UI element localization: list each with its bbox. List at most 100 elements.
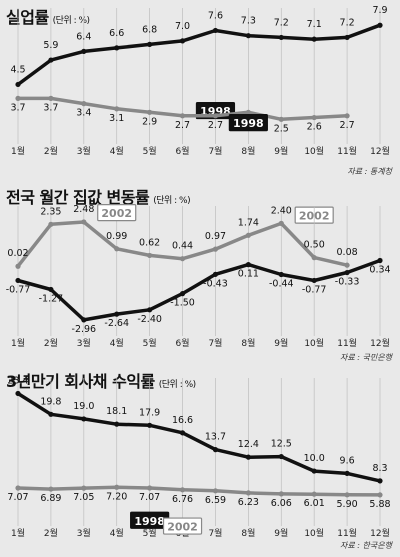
x-tick-label: 11월 xyxy=(337,337,357,349)
x-tick-label: 2월 xyxy=(44,145,58,157)
data-label-2002: 0.97 xyxy=(205,231,226,242)
data-point-1998 xyxy=(311,277,317,284)
x-tick-label: 3월 xyxy=(77,145,91,157)
data-label-2002: 6.59 xyxy=(205,495,226,506)
data-label-1998: 0.34 xyxy=(369,264,390,275)
data-label-1998: -0.77 xyxy=(6,284,31,295)
x-tick-label: 11월 xyxy=(337,527,357,539)
data-point-1998 xyxy=(344,34,350,41)
data-point-2002 xyxy=(147,252,153,259)
data-point-2002 xyxy=(344,492,350,498)
data-point-2002 xyxy=(81,485,87,491)
series-box-2002 xyxy=(97,204,137,222)
chart-title-text: 실업률 xyxy=(6,8,49,27)
data-point-2002 xyxy=(179,256,186,262)
data-point-1998 xyxy=(179,291,186,297)
data-point-1998 xyxy=(377,22,383,28)
data-point-1998 xyxy=(179,38,186,44)
x-tick-label: 4월 xyxy=(110,527,124,539)
bond-yield-line-chart: 1월2월3월4월5월6월7월8월9월10월11월12월23.419.819.01… xyxy=(7,375,390,539)
x-tick-label: 10월 xyxy=(304,527,324,539)
data-point-1998 xyxy=(15,81,21,88)
data-label-2002: 0.02 xyxy=(7,248,28,259)
bond-yield-chart-panel: 3년만기 회사채 수익률(단위 : %) 1월2월3월4월5월6월7월8월9월1… xyxy=(0,362,400,557)
data-label-1998: 0.11 xyxy=(238,269,259,280)
data-label-1998: 18.1 xyxy=(106,406,127,417)
chart-unit: (단위 : %) xyxy=(153,196,191,206)
data-label-2002: 7.05 xyxy=(73,492,94,503)
data-point-1998 xyxy=(81,416,87,422)
data-point-2002 xyxy=(48,486,54,492)
x-tick-label: 12월 xyxy=(370,337,390,349)
data-label-2002: 2.5 xyxy=(274,123,289,134)
data-label-2002: 1.74 xyxy=(238,217,259,228)
chart-title: 실업률 (단위 : %) xyxy=(6,4,90,28)
x-tick-label: 2월 xyxy=(44,527,58,539)
chart-title: 전국 월간 집값 변동률 (단위 : %) xyxy=(6,184,191,208)
chart-source: 자료 : 국민은행 xyxy=(340,353,392,362)
data-label-2002: 5.90 xyxy=(337,499,358,510)
data-label-1998: 16.6 xyxy=(172,415,193,426)
data-label-2002: 7.07 xyxy=(7,492,28,503)
series-box-2002 xyxy=(162,517,203,535)
data-label-2002: 3.1 xyxy=(109,113,124,124)
data-label-1998: 19.8 xyxy=(40,396,61,407)
data-label-2002: 0.99 xyxy=(106,231,127,242)
data-point-2002 xyxy=(245,490,251,496)
data-label-1998: 7.2 xyxy=(340,17,355,28)
data-label-2002: 6.89 xyxy=(40,493,61,504)
data-point-2002 xyxy=(278,116,284,122)
series-line-1998 xyxy=(16,391,382,483)
x-tick-label: 6월 xyxy=(176,145,190,157)
data-label-2002: 0.62 xyxy=(139,237,160,248)
data-label-2002: 3.7 xyxy=(43,102,58,113)
data-point-2002 xyxy=(48,221,54,227)
chart-unit: (단위 : %) xyxy=(158,380,196,390)
data-label-2002: 6.23 xyxy=(238,497,259,508)
data-point-2002 xyxy=(147,485,153,491)
x-tick-label: 8월 xyxy=(241,527,255,539)
chart-source: 자료 : 통계청 xyxy=(347,167,392,176)
x-tick-label: 9월 xyxy=(274,337,288,349)
data-point-1998 xyxy=(81,317,87,323)
chart-source: 자료 : 한국은행 xyxy=(340,541,392,550)
data-label-1998: -0.44 xyxy=(269,279,294,290)
data-label-2002: 6.06 xyxy=(271,498,292,509)
data-point-2002 xyxy=(15,263,21,269)
data-label-2002: 0.50 xyxy=(304,240,325,251)
data-point-2002 xyxy=(311,491,317,497)
data-point-2002 xyxy=(15,95,21,101)
data-point-1998 xyxy=(147,422,153,428)
data-label-2002: 3.7 xyxy=(10,102,25,113)
housing-price-line-chart: 1월 2월 3월 4월 5월 6월 7월 8월 9월 10월 11월 12월 0.02 2.35 2.48 0… xyxy=(6,113,391,349)
data-point-2002 xyxy=(48,95,54,101)
series-box-label-1998: 1998 xyxy=(134,515,165,528)
x-tick-label: 1월 xyxy=(11,337,25,349)
x-tick-label: 11월 xyxy=(337,145,357,157)
data-point-2002 xyxy=(344,262,350,268)
x-tick-label: 9월 xyxy=(274,527,288,539)
data-point-1998 xyxy=(81,48,87,54)
data-label-1998: 6.6 xyxy=(109,28,124,39)
data-label-1998: 9.6 xyxy=(340,455,355,466)
x-tick-label: 4월 xyxy=(110,337,124,349)
data-label-1998: -0.33 xyxy=(335,277,360,288)
data-point-2002 xyxy=(311,255,317,261)
x-tick-label: 5월 xyxy=(143,527,157,539)
data-point-2002 xyxy=(179,487,186,493)
data-label-2002: 5.88 xyxy=(369,499,390,510)
data-label-1998: 7.3 xyxy=(241,16,256,27)
data-point-2002 xyxy=(344,113,350,119)
data-point-1998 xyxy=(344,269,350,276)
data-point-1998 xyxy=(278,453,284,460)
data-point-2002 xyxy=(278,220,284,226)
series-box-1998 xyxy=(228,113,268,132)
data-label-1998: 10.0 xyxy=(304,453,325,464)
data-label-2002: 7.20 xyxy=(106,491,127,502)
data-label-1998: 5.9 xyxy=(43,40,58,51)
data-point-1998 xyxy=(245,33,251,39)
data-point-2002 xyxy=(212,488,219,494)
x-tick-label: 10월 xyxy=(304,337,324,349)
data-label-1998: 6.8 xyxy=(142,24,157,35)
x-tick-label: 7월 xyxy=(208,145,222,157)
